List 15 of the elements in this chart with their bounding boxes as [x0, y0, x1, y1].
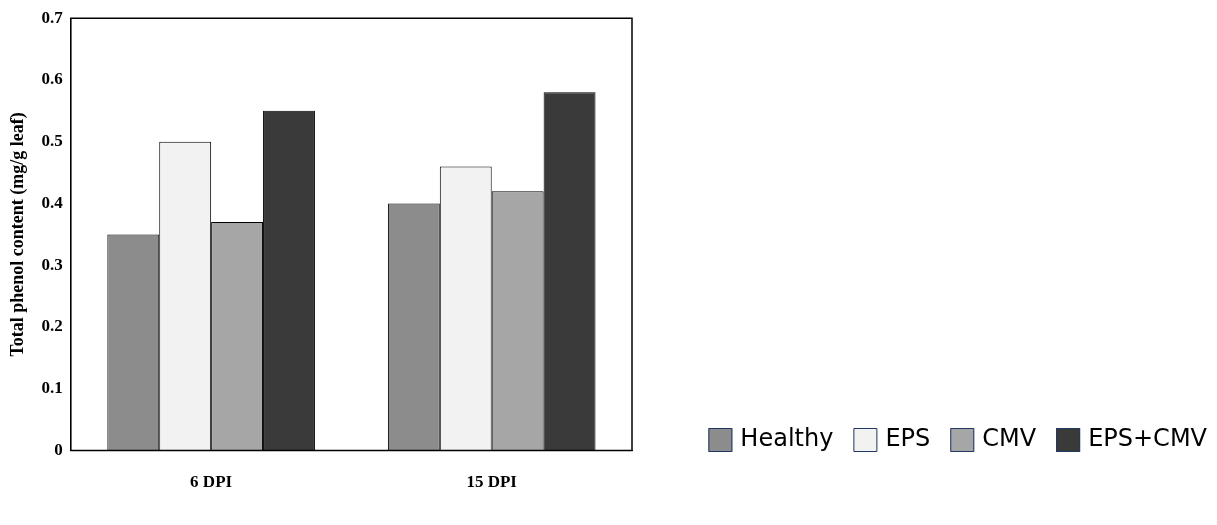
legend-label: EPS+CMV — [1088, 424, 1208, 453]
y-tick-label: 0.6 — [41, 69, 63, 89]
y-tick-label: 0.5 — [41, 131, 63, 151]
legend-label: CMV — [982, 424, 1037, 453]
y-tick-label: 0.2 — [41, 316, 63, 336]
y-tick-label: 0 — [54, 439, 63, 459]
y-tick-label: 0.4 — [41, 192, 64, 212]
y-tick-label: 0.1 — [41, 378, 63, 398]
legend-label: EPS — [885, 424, 931, 453]
y-tick-label: 0.3 — [41, 254, 63, 274]
legend-label: Healthy — [740, 424, 834, 453]
x-tick-label: 15 DPI — [466, 472, 518, 492]
x-tick-label: 6 DPI — [190, 472, 233, 492]
y-tick-label: 0.7 — [41, 7, 64, 27]
y-axis-title: Total phenol content (mg/g leaf) — [7, 112, 29, 357]
